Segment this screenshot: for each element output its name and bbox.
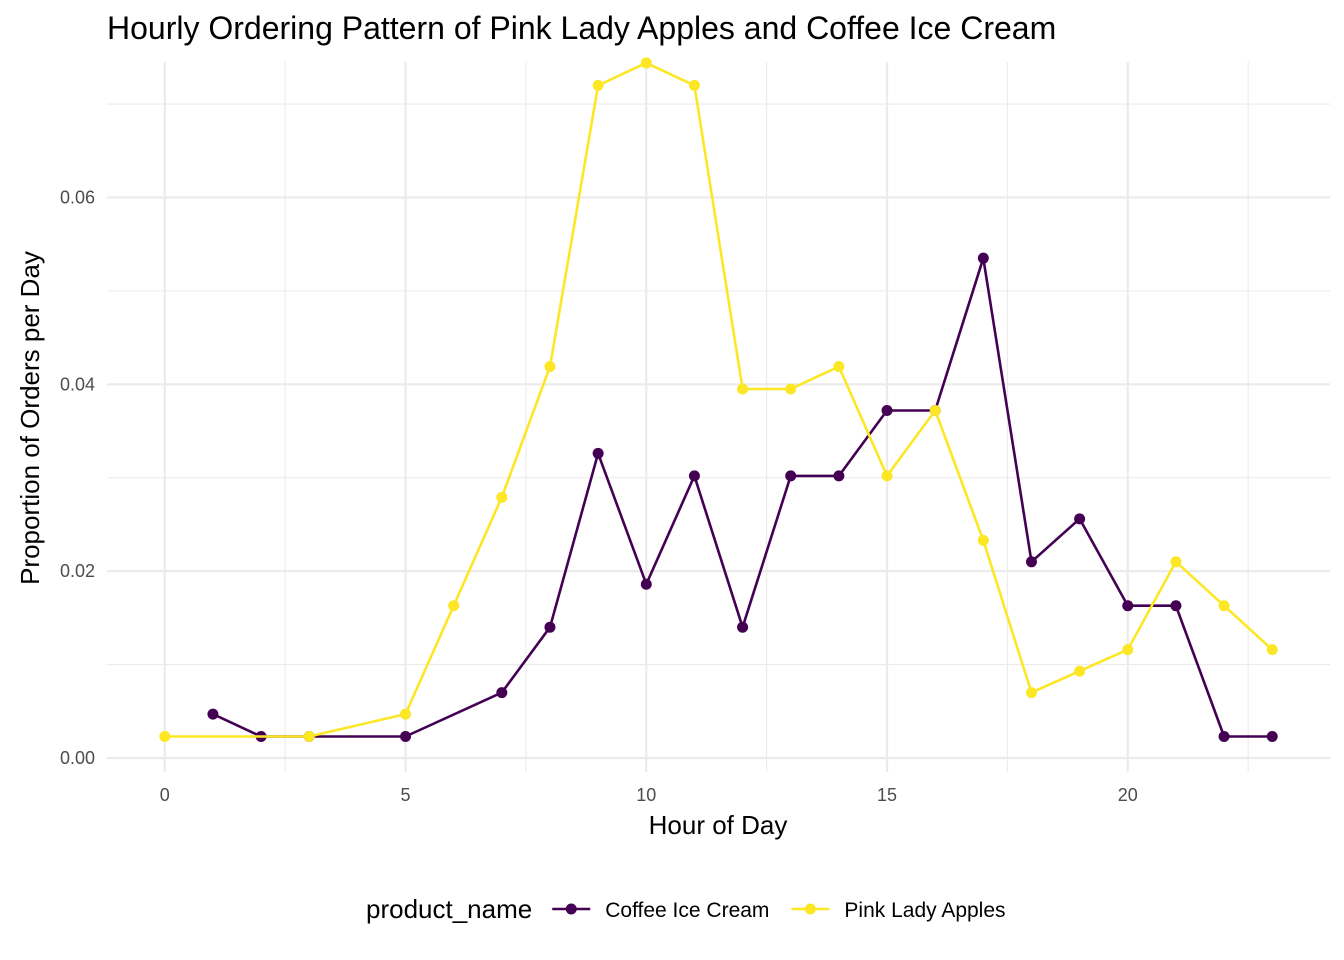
y-axis: 0.00 0.02 0.04 0.06 bbox=[60, 187, 95, 768]
x-tick-label: 15 bbox=[877, 785, 897, 805]
data-point bbox=[640, 57, 652, 69]
legend-key-point bbox=[565, 903, 577, 915]
data-point bbox=[303, 731, 315, 742]
data-point bbox=[1266, 644, 1278, 656]
data-point bbox=[448, 600, 460, 612]
legend-title: product_name bbox=[366, 894, 532, 924]
data-point bbox=[400, 708, 412, 720]
data-point bbox=[977, 534, 989, 546]
data-point bbox=[688, 470, 700, 482]
data-point bbox=[1170, 556, 1182, 568]
chart-title: Hourly Ordering Pattern of Pink Lady App… bbox=[107, 10, 1056, 46]
x-tick-label: 0 bbox=[160, 785, 170, 805]
x-tick-label: 10 bbox=[636, 785, 656, 805]
data-point bbox=[1122, 600, 1134, 612]
data-point bbox=[592, 79, 604, 91]
data-point bbox=[785, 383, 797, 395]
data-point bbox=[1170, 600, 1182, 612]
y-tick-label: 0.06 bbox=[60, 187, 95, 207]
data-point bbox=[785, 470, 797, 482]
data-point bbox=[1025, 687, 1037, 699]
data-point bbox=[688, 79, 700, 91]
data-point bbox=[544, 621, 556, 633]
data-point bbox=[1218, 600, 1230, 612]
legend: product_name Coffee Ice Cream Pink Lady A… bbox=[366, 894, 1006, 924]
data-point bbox=[544, 361, 556, 373]
series-line bbox=[164, 61, 1274, 738]
data-point bbox=[496, 687, 508, 699]
grid bbox=[107, 62, 1330, 772]
series-layer bbox=[159, 57, 1278, 742]
legend-item-label: Pink Lady Apples bbox=[844, 899, 1005, 922]
data-point bbox=[929, 404, 941, 416]
data-point bbox=[159, 731, 171, 742]
data-point bbox=[592, 447, 604, 459]
x-tick-label: 5 bbox=[401, 785, 411, 805]
data-point bbox=[881, 404, 893, 416]
data-point bbox=[833, 361, 845, 373]
y-tick-label: 0.02 bbox=[60, 561, 95, 581]
y-tick-label: 0.04 bbox=[60, 374, 95, 394]
data-point bbox=[1218, 731, 1230, 742]
x-axis: 0 5 10 15 20 bbox=[160, 785, 1138, 805]
legend-item-label: Coffee Ice Cream bbox=[605, 899, 769, 922]
data-point bbox=[207, 708, 219, 720]
data-point bbox=[496, 491, 508, 503]
data-point bbox=[737, 621, 749, 633]
data-point bbox=[833, 470, 845, 482]
y-tick-label: 0.00 bbox=[60, 748, 95, 768]
data-point bbox=[1074, 513, 1086, 525]
data-point bbox=[1025, 556, 1037, 568]
data-point bbox=[1266, 731, 1278, 742]
data-point bbox=[640, 578, 652, 590]
legend-key-point bbox=[804, 903, 816, 915]
data-point bbox=[400, 731, 412, 742]
data-point bbox=[1074, 665, 1086, 677]
data-point bbox=[737, 383, 749, 395]
x-tick-label: 20 bbox=[1118, 785, 1138, 805]
data-point bbox=[977, 252, 989, 264]
y-axis-title: Proportion of Orders per Day bbox=[15, 251, 45, 585]
x-axis-title: Hour of Day bbox=[649, 810, 788, 840]
data-point bbox=[1122, 644, 1134, 656]
data-point bbox=[881, 470, 893, 482]
